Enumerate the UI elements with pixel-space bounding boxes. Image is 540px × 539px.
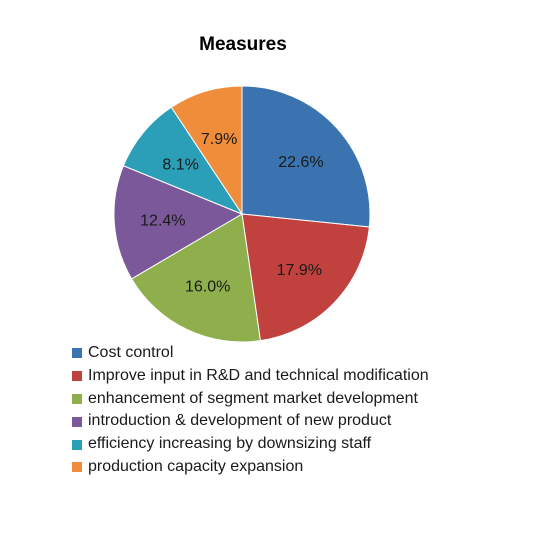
pie-slice-production-capacity-expansion xyxy=(170,85,243,216)
legend-label: efficiency increasing by downsizing staf… xyxy=(88,435,372,453)
legend-label: Improve input in R&D and technical modif… xyxy=(88,366,429,384)
legend-label: introduction & development of new produc… xyxy=(88,412,392,430)
legend-label: Cost control xyxy=(88,344,174,361)
data-label-cost-control: 22.6% xyxy=(278,154,323,171)
pie-slice-introduction-and-development-of-new-product xyxy=(113,165,244,280)
data-label-introduction-and-development-of-new-product: 12.4% xyxy=(140,213,185,230)
legend-swatch xyxy=(72,371,82,382)
legend-item-enhancement-of-segment-market-development: enhancement of segment market developmen… xyxy=(72,388,512,411)
pie-slice-labels: 22.6% 17.9% 16.0% 12.4% 8.1%7.9% xyxy=(140,131,323,296)
data-label-production-capacity-expansion: 7.9% xyxy=(201,131,237,148)
legend-label: enhancement of segment market developmen… xyxy=(88,389,418,407)
pie-slice-improve-input-in-randd-and-technical-modification xyxy=(241,213,370,342)
legend-swatch xyxy=(72,416,82,427)
legend-item-production-capacity-expansion: production capacity expansion xyxy=(72,456,512,479)
data-label-efficiency-increasing-by-downsizing-staff: 8.1% xyxy=(162,157,198,174)
pie-slice-enhancement-of-segment-market-development xyxy=(130,213,261,343)
legend-item-cost-control: Cost control xyxy=(72,342,512,365)
data-label-enhancement-of-segment-market-development: 16.0% xyxy=(185,279,230,296)
pie-slice-efficiency-increasing-by-downsizing-staff xyxy=(122,106,244,216)
legend-swatch xyxy=(72,393,82,404)
legend-swatch xyxy=(72,348,82,359)
legend-label: production capacity expansion xyxy=(88,457,304,475)
legend-item-improve-input-in-randd-and-technical-modification: Improve input in R&D and technical modif… xyxy=(72,365,512,388)
pie-slices xyxy=(113,85,371,343)
legend-item-efficiency-increasing-by-downsizing-staff: efficiency increasing by downsizing staf… xyxy=(72,433,512,456)
legend-item-introduction-and-development-of-new-product: introduction & development of new produc… xyxy=(72,410,512,433)
data-label-improve-input-in-randd-and-technical-modification: 17.9% xyxy=(277,262,322,279)
chart-title: Measures xyxy=(199,34,287,55)
legend-swatch xyxy=(72,462,82,473)
legend-swatch xyxy=(72,439,82,450)
chart-legend: Cost control Improve input in R&D and tec… xyxy=(72,342,512,479)
pie-slice-cost-control xyxy=(241,85,371,228)
